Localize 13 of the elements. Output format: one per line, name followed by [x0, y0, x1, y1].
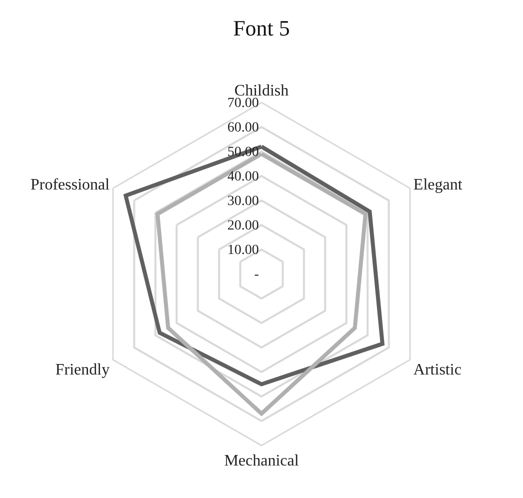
- chart-title: Font 5: [233, 15, 290, 40]
- spoke-label: Friendly: [55, 362, 110, 379]
- y-tick-label: 10.00: [227, 243, 259, 258]
- y-tick-label: 20.00: [227, 218, 259, 234]
- spoke-label: Artistic: [413, 362, 462, 379]
- y-tick-label: 40.00: [227, 170, 259, 185]
- y-tick-label: -: [254, 268, 260, 283]
- y-tick-label: 30.00: [227, 194, 259, 210]
- y-tick-label: 60.00: [227, 120, 259, 136]
- spoke-label: Elegant: [413, 176, 463, 194]
- spoke-label: Professional: [30, 176, 110, 194]
- y-tick-label: 70.00: [227, 96, 259, 112]
- spoke-label: Mechanical: [224, 452, 300, 470]
